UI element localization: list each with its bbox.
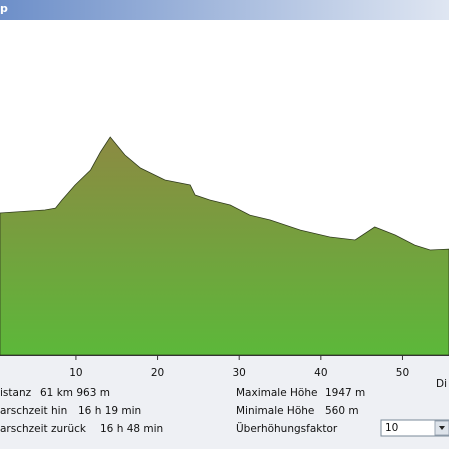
info-value: 560 m — [325, 405, 359, 417]
info-label: Überhöhungsfaktor — [236, 422, 338, 435]
elevation-area — [0, 136, 449, 356]
x-axis-label: Di — [436, 378, 447, 390]
info-label: arschzeit hin — [0, 405, 67, 417]
factor-select[interactable] — [380, 419, 449, 437]
window-title: p — [0, 2, 8, 15]
info-value: 16 h 19 min — [78, 405, 141, 417]
info-value: 61 km 963 m — [40, 387, 110, 399]
info-value: 1947 m — [325, 387, 365, 399]
select-arrow — [439, 426, 445, 430]
factor-select-value: 10 — [385, 422, 398, 434]
info-panel: istanz 61 km 963 m arschzeit hin 16 h 19 mi… — [0, 387, 365, 435]
x-tick-label: 20 — [151, 367, 164, 379]
info-label: Maximale Höhe — [236, 387, 317, 399]
info-label: arschzeit zurück — [0, 423, 87, 435]
profile-chart — [0, 136, 449, 356]
title-bar — [0, 0, 449, 20]
info-label: istanz — [0, 387, 32, 399]
x-tick-label: 40 — [314, 367, 327, 379]
info-label: Minimale Höhe — [236, 405, 314, 417]
info-value: 16 h 48 min — [100, 423, 163, 435]
x-tick-label: 50 — [396, 367, 409, 379]
x-tick-label: 10 — [69, 367, 82, 379]
x-tick-label: 30 — [233, 367, 246, 379]
